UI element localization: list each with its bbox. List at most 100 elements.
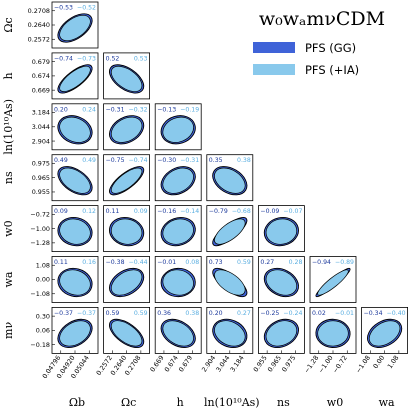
corr-label-ia: 0.59	[237, 259, 251, 266]
corr-label-gg: −0.75	[106, 157, 125, 164]
ellipse-ia	[214, 218, 246, 245]
corr-label-gg: −0.01	[157, 259, 176, 266]
corr-label-ia: −0.40	[387, 310, 406, 317]
y-tick-label: 0.00	[36, 276, 50, 284]
title-and-legend: w₀wₐmνCDM PFS (GG) PFS (+IA)	[253, 8, 385, 77]
y-tick-label: 0.2640	[28, 21, 50, 29]
corner-panel: −0.75 −0.74	[103, 154, 150, 202]
corner-panel: −0.53 −0.52 0.2572 0.2640 0.2708	[28, 1, 99, 49]
corr-label-ia: 0.59	[134, 310, 148, 317]
x-tick-label: 0.679	[177, 354, 194, 374]
x-tick-label: 0.669	[149, 354, 166, 374]
x-axis-label: w0	[327, 396, 343, 409]
y-tick-label: −0.18	[30, 341, 50, 349]
x-axis-label: Ωb	[69, 396, 85, 409]
x-tick-label: 3.044	[214, 354, 231, 374]
ellipse-ia	[265, 218, 298, 245]
y-axis-label: ln(10¹⁰As)	[2, 99, 15, 155]
corr-label-gg: 0.36	[157, 310, 171, 317]
x-tick-label: 0.955	[252, 354, 269, 374]
ellipse-ia	[265, 320, 298, 347]
ellipse-ia	[214, 269, 246, 296]
corr-label-ia: −0.44	[129, 259, 148, 266]
legend-label-gg: PFS (GG)	[305, 41, 356, 55]
y-tick-label: −1.00	[30, 225, 50, 233]
corner-panel: 0.02 −0.01−1.28−1.00−0.72	[303, 306, 357, 375]
x-tick-label: −1.08	[354, 354, 372, 375]
ellipse-ia	[162, 218, 194, 245]
corr-label-gg: −0.25	[260, 310, 279, 317]
x-axis-label: ln(10¹⁰As)	[204, 396, 260, 409]
corner-panel: −0.37 −0.37−0.180.060.300.047960.049200.0…	[30, 306, 99, 380]
corr-label-ia: −0.24	[283, 310, 302, 317]
ellipse-ia	[317, 269, 349, 296]
corr-label-ia: −0.14	[180, 208, 199, 215]
corr-label-gg: −0.16	[157, 208, 176, 215]
corr-label-gg: −0.30	[157, 157, 176, 164]
x-tick-label: 2.904	[200, 354, 217, 374]
x-tick-label: 0.674	[163, 354, 180, 374]
corr-label-ia: 0.28	[289, 259, 303, 266]
ellipse-ia	[110, 320, 143, 347]
corner-panel: −0.79 −0.68	[206, 205, 254, 253]
y-tick-label: 1.08	[36, 261, 50, 269]
corner-panel: −0.01 0.08	[154, 256, 202, 303]
ellipse-ia	[317, 320, 349, 347]
corr-label-gg: 0.27	[260, 259, 274, 266]
corr-label-gg: −0.53	[54, 5, 73, 12]
legend-label-ia: PFS (+IA)	[305, 63, 359, 77]
corr-label-ia: 0.16	[82, 259, 96, 266]
ellipse-ia	[59, 218, 91, 245]
y-axis-label: wa	[2, 271, 15, 287]
ellipse-ia	[214, 167, 246, 194]
x-axis-label: h	[177, 396, 184, 409]
y-tick-label: 0.975	[32, 160, 50, 168]
ellipse-ia	[59, 14, 91, 42]
y-tick-label: 0.679	[32, 58, 50, 66]
chart-title: w₀wₐmνCDM	[259, 8, 385, 30]
y-tick-label: 0.30	[36, 312, 50, 320]
y-tick-label: 3.044	[32, 123, 50, 131]
ellipse-ia	[214, 320, 246, 347]
corr-label-ia: 0.49	[82, 157, 96, 164]
ellipse-ia	[162, 320, 194, 347]
y-tick-label: −1.08	[30, 290, 50, 298]
x-axis-label: ns	[277, 396, 290, 409]
ellipse-ia	[110, 116, 143, 143]
y-tick-label: 0.674	[32, 72, 50, 80]
ellipse-ia	[110, 167, 143, 194]
corner-panel: −0.09 −0.07	[257, 205, 305, 253]
ellipse-ia	[162, 116, 194, 143]
corr-label-gg: −0.94	[312, 259, 331, 266]
corner-panel: 0.11 0.09	[103, 205, 150, 253]
corr-label-gg: −0.09	[260, 208, 279, 215]
y-tick-label: 0.669	[32, 86, 50, 94]
corr-label-ia: −0.68	[232, 208, 251, 215]
corr-label-gg: 0.20	[209, 310, 223, 317]
corr-label-ia: −0.74	[129, 157, 148, 164]
corr-label-ia: 0.53	[134, 55, 148, 62]
legend-swatch-gg	[253, 42, 295, 53]
ellipse-ia	[162, 269, 194, 296]
corr-label-gg: −0.31	[106, 106, 125, 113]
corr-label-gg: −0.13	[157, 106, 176, 113]
corr-label-ia: 0.24	[82, 106, 96, 113]
y-tick-label: 3.184	[32, 109, 50, 117]
y-tick-label: 0.2572	[28, 35, 50, 43]
y-tick-label: 0.2708	[28, 7, 50, 15]
corr-label-gg: 0.35	[209, 157, 223, 164]
x-tick-label: 0.00	[372, 354, 387, 370]
corner-panel: 0.20 0.24 2.904 3.044 3.184	[32, 103, 99, 151]
corr-label-gg: 0.49	[54, 157, 68, 164]
y-axis-label: Ωc	[2, 17, 15, 32]
corner-panel: −0.13 −0.19	[154, 103, 202, 151]
corner-panel: 0.35 0.38	[206, 154, 254, 202]
x-axis-labels: Ωb Ωc h ln(10¹⁰As) ns w0 wa	[69, 396, 395, 409]
corr-label-gg: 0.11	[106, 208, 120, 215]
y-tick-label: −1.28	[30, 239, 50, 247]
corner-panel: −0.38 −0.44	[103, 256, 150, 303]
ellipse-ia	[59, 320, 91, 347]
y-axis-labels: Ωc h ln(10¹⁰As) ns w0 wa mν	[2, 17, 15, 339]
